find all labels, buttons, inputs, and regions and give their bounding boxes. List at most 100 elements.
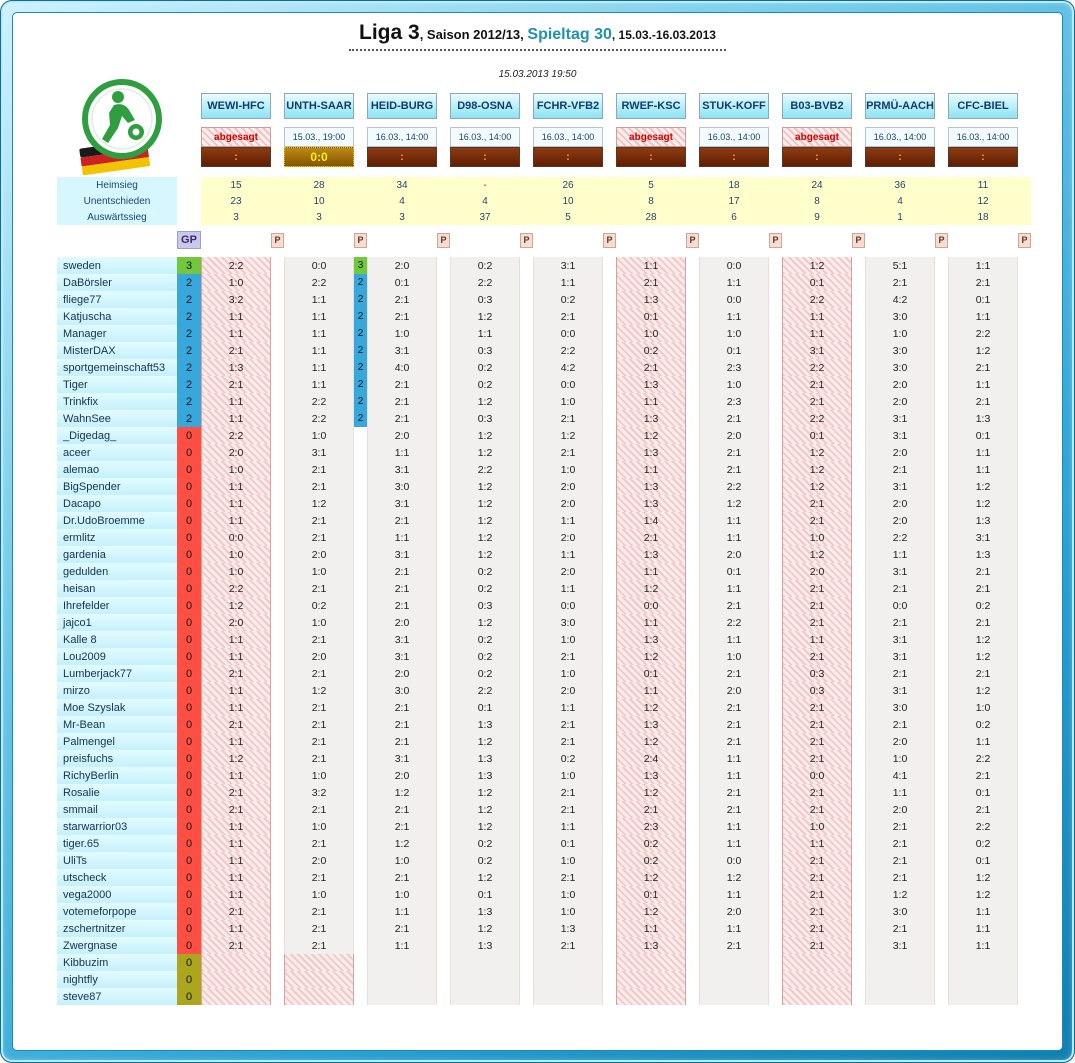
- player-gp: 0: [177, 495, 201, 512]
- points-cell: [520, 614, 533, 631]
- tip-cell: 2:1: [533, 716, 603, 733]
- player-name: smmail: [57, 801, 177, 818]
- tip-cell: 2:1: [865, 818, 935, 835]
- spacer: [699, 231, 769, 249]
- points-cell: [686, 835, 699, 852]
- tip-cell: 2:1: [284, 665, 354, 682]
- points-cell: [769, 750, 782, 767]
- stat-value: 1: [865, 209, 935, 225]
- tip-cell: 1:0: [284, 563, 354, 580]
- points-cell: [769, 274, 782, 291]
- tip-cell: 1:1: [284, 359, 354, 376]
- player-name: Palmengel: [57, 733, 177, 750]
- stat-value: 23: [201, 193, 271, 209]
- tip-cell: 1:0: [533, 886, 603, 903]
- stat-value: 11: [948, 177, 1018, 193]
- player-name: RichyBerlin: [57, 767, 177, 784]
- points-cell: [1018, 869, 1031, 886]
- tip-cell: 2:1: [367, 699, 437, 716]
- points-cell: [686, 886, 699, 903]
- player-row: smmail 0 2:1 2:1 2:1 1:2 2:1 2:1 2:1 2:1 2:0 2:1: [57, 801, 1031, 818]
- tip-cell: 3:1: [533, 257, 603, 274]
- stat-filler: [520, 209, 533, 225]
- points-cell: [852, 852, 865, 869]
- points-cell: [437, 614, 450, 631]
- player-gp: 0: [177, 784, 201, 801]
- player-row: DaBörsler 2 1:0 2:2 2 0:1 2:2 1:1 2:1 1:1 0:1 2:1 2:…: [57, 274, 1031, 291]
- points-cell: [769, 580, 782, 597]
- tip-cell: 1:3: [616, 410, 686, 427]
- points-cell: [520, 818, 533, 835]
- stat-value: 28: [616, 209, 686, 225]
- tip-cell: 3:0: [865, 359, 935, 376]
- points-cell: [271, 767, 284, 784]
- points-cell: [769, 954, 782, 971]
- match-schedule: 16.03., 14:00: [948, 127, 1018, 147]
- points-cell: [354, 886, 367, 903]
- points-cell: [935, 682, 948, 699]
- points-cell: [354, 869, 367, 886]
- spacer: [686, 127, 699, 147]
- points-cell: [686, 869, 699, 886]
- tip-cell: 0:0: [533, 597, 603, 614]
- tip-cell: [948, 988, 1018, 1005]
- tip-cell: [699, 988, 769, 1005]
- tip-cell: [699, 954, 769, 971]
- points-cell: [852, 614, 865, 631]
- tip-cell: 2:1: [284, 920, 354, 937]
- tip-cell: 2:1: [948, 359, 1018, 376]
- points-cell: [354, 427, 367, 444]
- tip-cell: 3:0: [533, 614, 603, 631]
- tip-cell: 2:0: [284, 648, 354, 665]
- tip-cell: 1:3: [450, 750, 520, 767]
- tip-cell: [284, 988, 354, 1005]
- tip-cell: [865, 988, 935, 1005]
- tip-cell: 2:1: [284, 801, 354, 818]
- points-cell: [852, 444, 865, 461]
- points-cell: [852, 716, 865, 733]
- player-row: alemao 0 1:0 2:1 3:1 2:2 1:0 1:1 2:1 1:2 2:1 1:1: [57, 461, 1031, 478]
- tip-cell: 2:2: [948, 325, 1018, 342]
- tip-cell: 1:1: [865, 546, 935, 563]
- tip-cell: 2:0: [533, 682, 603, 699]
- spacer: [686, 93, 699, 119]
- tip-cell: 2:1: [284, 733, 354, 750]
- tip-cell: 2:1: [201, 937, 271, 954]
- points-cell: [935, 767, 948, 784]
- points-cell: [271, 478, 284, 495]
- points-cell: [271, 954, 284, 971]
- tip-cell: 1:1: [782, 631, 852, 648]
- tip-cell: 1:1: [201, 852, 271, 869]
- tip-cell: 2:1: [699, 410, 769, 427]
- points-cell: [935, 546, 948, 563]
- tip-cell: 0:2: [284, 597, 354, 614]
- tip-cell: [616, 954, 686, 971]
- player-gp: 0: [177, 512, 201, 529]
- player-name: Lou2009: [57, 648, 177, 665]
- player-gp: 0: [177, 478, 201, 495]
- points-cell: [852, 920, 865, 937]
- tip-cell: 2:1: [367, 580, 437, 597]
- tip-cell: 2:1: [367, 291, 437, 308]
- spacer: [769, 127, 782, 147]
- stat-filler: [354, 193, 367, 209]
- tip-cell: 2:2: [948, 750, 1018, 767]
- spacer: [177, 209, 201, 225]
- tip-cell: 1:1: [201, 818, 271, 835]
- points-cell: [520, 971, 533, 988]
- page-header: Liga 3, Saison 2012/13, Spieltag 30, 15.…: [13, 21, 1062, 51]
- stat-label: Auswärtssieg: [57, 209, 177, 225]
- spacer: [284, 231, 354, 249]
- tip-cell: 2:1: [948, 801, 1018, 818]
- points-cell: [437, 444, 450, 461]
- tip-cell: 1:1: [201, 920, 271, 937]
- points-cell: [354, 937, 367, 954]
- tip-cell: 1:2: [367, 835, 437, 852]
- tip-cell: 1:1: [201, 631, 271, 648]
- tip-cell: 3:0: [865, 342, 935, 359]
- points-cell: [852, 376, 865, 393]
- stat-filler: [354, 209, 367, 225]
- stat-value: 18: [699, 177, 769, 193]
- points-cell: [520, 461, 533, 478]
- points-cell: [437, 393, 450, 410]
